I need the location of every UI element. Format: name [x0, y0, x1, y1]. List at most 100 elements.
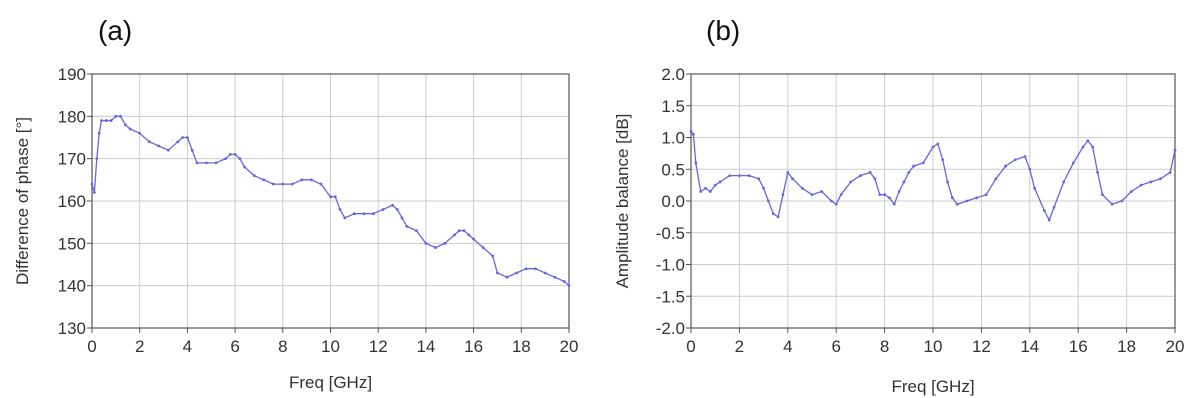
y-tick-label: 140: [58, 277, 86, 296]
data-point: [1081, 145, 1085, 149]
x-tick-label: 20: [560, 337, 579, 356]
y-tick-label: 1.5: [661, 97, 685, 116]
data-point: [123, 123, 127, 127]
data-point: [1047, 218, 1051, 222]
data-point: [90, 182, 94, 186]
data-point: [190, 148, 194, 152]
data-point: [955, 202, 959, 206]
data-point: [462, 229, 466, 233]
data-point: [238, 157, 242, 161]
x-tick-label: 14: [1020, 337, 1039, 356]
y-axis-title: Amplitude balance [dB]: [613, 114, 632, 289]
x-tick-label: 0: [686, 337, 695, 356]
data-point: [214, 161, 218, 165]
data-point: [965, 199, 969, 203]
data-point: [699, 190, 703, 193]
data-point: [1159, 177, 1162, 181]
data-point: [434, 246, 437, 249]
data-point: [718, 180, 722, 184]
data-point: [776, 215, 780, 219]
y-tick-label: 0.5: [661, 160, 685, 179]
data-point: [119, 114, 123, 118]
data-point: [281, 182, 285, 186]
data-point: [138, 131, 142, 135]
data-point: [443, 241, 447, 245]
data-point: [728, 174, 732, 178]
data-point: [713, 183, 717, 187]
data-point: [1033, 186, 1037, 190]
x-axis-title: Freq [GHz]: [289, 373, 372, 392]
data-point: [849, 180, 853, 184]
data-point: [329, 195, 332, 199]
y-tick-label: 190: [58, 65, 86, 84]
data-point: [892, 202, 896, 206]
y-tick-label: 160: [58, 192, 86, 211]
data-point: [936, 142, 940, 146]
data-point: [92, 191, 96, 194]
chart-panel-a: (a) 0 2 4 6 8 10 12 14 16 18 20 130 140 150 160 170 180 19…: [13, 15, 578, 392]
data-point: [186, 136, 189, 139]
x-tick-label: 16: [464, 337, 483, 356]
x-tick-label: 12: [972, 337, 991, 356]
data-point: [1091, 145, 1095, 149]
y-tick-label: 1.0: [661, 129, 685, 148]
data-point: [1168, 171, 1172, 174]
data-point: [1013, 158, 1017, 162]
data-point: [338, 208, 342, 211]
x-tick-label: 14: [416, 337, 435, 356]
data-point: [166, 148, 170, 152]
data-point: [859, 174, 862, 178]
data-point: [829, 199, 833, 203]
data-point: [810, 193, 814, 197]
data-point: [1096, 171, 1099, 174]
data-point: [372, 212, 375, 216]
data-point: [114, 114, 118, 118]
data-point: [902, 180, 906, 184]
data-point: [1042, 209, 1046, 212]
x-tick-label: 2: [135, 337, 144, 356]
data-point: [233, 153, 237, 156]
data-point: [694, 161, 698, 165]
data-point: [1110, 202, 1114, 206]
data-point: [738, 174, 741, 178]
data-point: [950, 196, 954, 200]
data-point: [1130, 190, 1133, 193]
x-axis-title: Freq [GHz]: [891, 377, 974, 396]
data-point: [834, 202, 838, 206]
x-tick-label: 20: [1166, 337, 1185, 356]
data-point: [414, 229, 418, 233]
data-point: [400, 216, 404, 220]
data-point: [692, 132, 695, 136]
data-point: [1028, 167, 1032, 171]
data-point: [567, 284, 571, 288]
data-point: [975, 196, 978, 200]
data-point: [534, 267, 538, 271]
data-point: [319, 182, 323, 186]
data-point: [104, 119, 108, 122]
data-point: [310, 178, 313, 182]
x-tick-label: 8: [278, 337, 287, 356]
y-tick-label: 2.0: [661, 65, 685, 84]
data-point: [424, 241, 428, 245]
x-tick-label: 2: [735, 337, 744, 356]
x-tick-label: 0: [87, 337, 96, 356]
data-point: [224, 157, 227, 161]
data-point: [543, 271, 547, 275]
x-tick-label: 4: [183, 337, 192, 356]
data-point: [128, 127, 132, 131]
data-point: [1139, 183, 1143, 187]
y-tick-label: 150: [58, 234, 86, 253]
data-point: [457, 229, 461, 233]
data-point: [921, 161, 925, 165]
data-point: [453, 233, 456, 237]
x-tick-label: 4: [783, 337, 792, 356]
data-point: [300, 178, 304, 182]
data-point: [243, 165, 247, 169]
panel-label: (b): [706, 15, 740, 46]
data-point: [157, 144, 161, 148]
data-point: [912, 164, 916, 168]
x-tick-label: 10: [321, 337, 340, 356]
data-point: [95, 157, 99, 161]
data-point: [524, 267, 528, 271]
x-tick-label: 10: [924, 337, 943, 356]
